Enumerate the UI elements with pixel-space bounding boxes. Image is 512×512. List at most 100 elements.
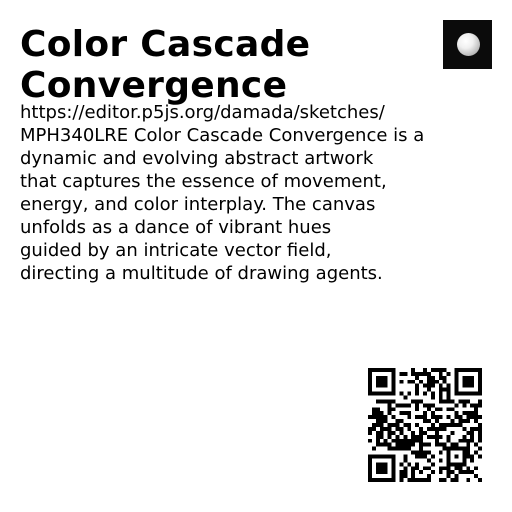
qr-module [419,415,424,420]
qr-module [474,450,479,455]
qr-module [411,450,416,455]
qr-module [430,415,435,420]
qr-module [391,391,396,396]
qr-module [411,442,416,447]
qr-module [371,368,376,372]
qr-module [368,371,372,376]
qr-module [415,375,420,380]
qr-module [426,403,431,408]
qr-module [395,442,400,447]
qr-module [399,442,404,447]
qr-module [434,407,439,412]
qr-module [438,395,443,400]
qr-module [423,391,427,396]
qr-module [399,438,404,443]
qr-module [470,403,475,408]
qr-module [415,450,420,455]
qr-module [426,466,431,471]
qr-module [442,442,447,447]
qr-module [442,466,447,471]
page-title: Color Cascade Convergence [20,24,430,106]
qr-module [403,403,408,408]
qr-module [391,454,396,459]
description-line: that captures the essence of movement, [20,171,387,192]
qr-module [434,368,439,372]
qr-module [438,458,443,463]
qr-module [368,426,372,431]
qr-module [454,442,459,447]
qr-module [434,419,439,424]
qr-module [434,379,439,384]
qr-module [454,478,459,482]
qr-module [442,426,447,431]
qr-module [470,411,475,416]
qr-module [454,403,459,408]
qr-module [419,478,424,482]
qr-module [434,442,439,447]
qr-module [466,368,471,372]
qr-module [458,466,463,471]
qr-module [446,470,451,475]
qr-module [368,368,372,372]
qr-module [407,442,412,447]
qr-module [368,474,372,479]
qr-module [454,391,459,396]
qr-module [466,391,471,396]
qr-module [391,399,396,404]
qr-module [438,450,443,455]
qr-module [395,434,400,439]
qr-module [368,415,372,420]
qr-module [462,368,467,372]
qr-module [426,450,431,455]
qr-module [383,426,388,431]
qr-module [454,375,459,380]
qr-module [407,423,412,427]
qr-module [458,399,463,404]
qr-module [446,387,451,392]
qr-module [379,442,384,447]
qr-module [454,371,459,376]
qr-module [411,474,416,479]
qr-module [470,368,475,372]
qr-module [391,383,396,388]
qr-module [466,454,471,459]
qr-module [415,478,420,482]
qr-module [383,442,388,447]
qr-module [411,470,416,475]
qr-module [403,423,408,427]
qr-module [462,411,467,416]
qr-module [478,379,482,384]
qr-module [462,379,467,384]
qr-module [430,403,435,408]
qr-module [426,478,431,482]
qr-module [446,438,451,443]
qr-module [446,371,451,376]
qr-module [391,375,396,380]
qr-module [415,407,420,412]
description-line: MPH340LRE Color Cascade Convergence is a [20,125,425,146]
qr-module [462,446,467,451]
qr-module [371,391,376,396]
sketch-thumbnail [443,20,492,69]
qr-module [438,466,443,471]
qr-module [478,371,482,376]
qr-module [411,434,416,439]
qr-module [434,426,439,431]
qr-module [407,411,412,416]
qr-module [368,470,372,475]
qr-module [399,474,404,479]
qr-module [466,419,471,424]
qr-module [375,411,380,416]
qr-module [391,407,396,412]
qr-module [403,395,408,400]
qr-module [399,419,404,424]
qr-module [399,379,404,384]
qr-module [474,442,479,447]
qr-module [375,399,380,404]
qr-module [446,399,451,404]
qr-module [399,446,404,451]
qr-module [371,423,376,427]
qr-module [375,391,380,396]
qr-module [466,411,471,416]
qr-module [462,375,467,380]
